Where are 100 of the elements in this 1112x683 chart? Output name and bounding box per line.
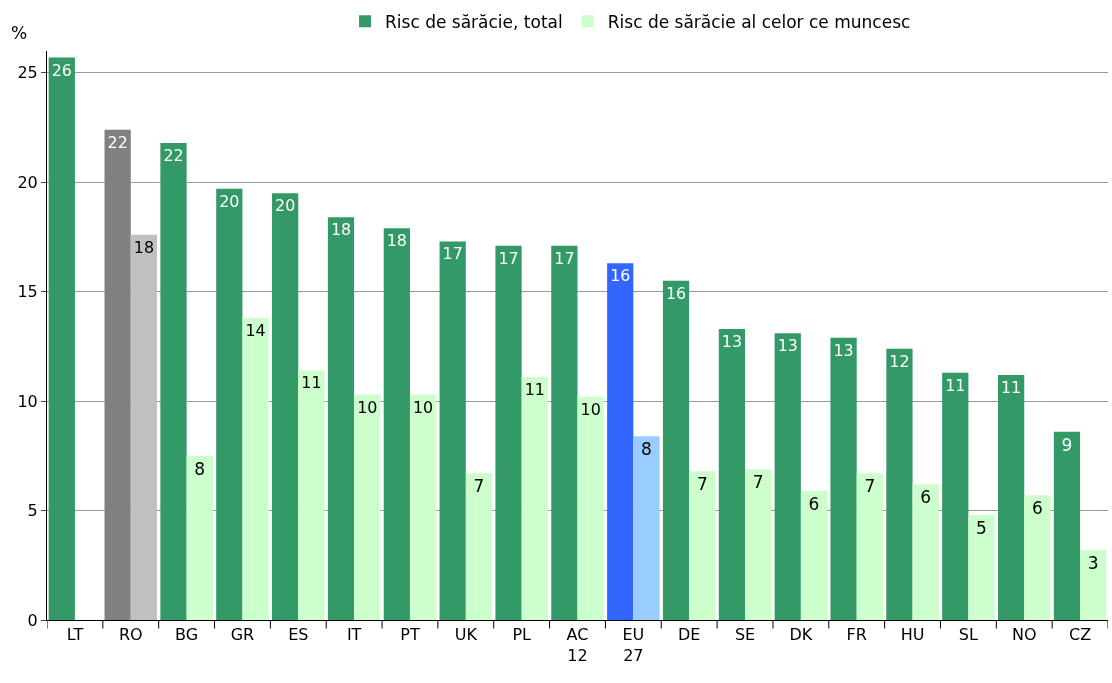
data-label: 10	[580, 399, 601, 419]
data-label: 14	[245, 320, 266, 340]
x-tick-label: NO	[1011, 625, 1037, 645]
x-tick-label: ES	[288, 625, 309, 645]
bar	[298, 370, 325, 620]
data-label: 6	[1031, 498, 1043, 519]
bar	[272, 193, 299, 620]
x-tick-label: SE	[734, 625, 756, 645]
bar	[607, 263, 634, 620]
legend-label: Risc de sărăcie al celor ce muncesc	[607, 11, 911, 32]
bar	[577, 396, 604, 620]
bar	[354, 394, 381, 620]
data-label: 22	[107, 132, 128, 152]
data-label: 9	[1061, 434, 1073, 455]
data-label: 11	[524, 380, 545, 400]
bar	[383, 228, 410, 620]
data-label: 7	[473, 476, 485, 497]
data-label: 10	[412, 397, 434, 417]
data-label: 12	[889, 351, 910, 371]
bar	[551, 245, 578, 620]
data-label: 8	[641, 439, 652, 460]
bar	[465, 473, 493, 620]
y-tick-label: 5	[27, 501, 38, 521]
data-label: 7	[696, 474, 708, 495]
data-label: 6	[808, 493, 820, 514]
x-tick-label: EU 27	[622, 625, 645, 665]
bar	[521, 377, 548, 620]
data-label: 20	[219, 191, 240, 211]
bar	[186, 455, 213, 620]
x-tick-label: AC 12	[566, 625, 589, 665]
bar	[997, 374, 1025, 620]
x-tick-label: DE	[677, 625, 701, 645]
data-label: 10	[357, 397, 378, 417]
data-label: 11	[301, 373, 322, 393]
bar	[130, 234, 158, 620]
y-tick-label: 10	[17, 391, 38, 411]
data-label: 26	[51, 60, 72, 80]
bar	[1053, 431, 1081, 620]
bar	[856, 473, 883, 620]
bar	[800, 490, 828, 620]
y-tick-label: 20	[17, 172, 38, 192]
bar	[327, 217, 355, 620]
data-label: 17	[554, 248, 575, 268]
data-label: 18	[133, 237, 154, 257]
x-tick-label: PL	[512, 625, 532, 645]
bar	[160, 142, 187, 620]
bar	[1024, 495, 1051, 620]
bar	[495, 245, 522, 620]
data-label: 5	[976, 517, 987, 538]
data-label: 17	[498, 248, 519, 268]
data-label: 3	[1087, 552, 1099, 573]
x-tick-label: DK	[789, 625, 813, 645]
x-tick-label: LT	[66, 625, 84, 645]
x-tick-label: IT	[346, 625, 362, 645]
bar	[633, 436, 660, 620]
bar	[912, 484, 939, 620]
y-tick-label: 0	[27, 610, 38, 630]
x-tick-label: CZ	[1069, 625, 1092, 645]
bar	[48, 57, 75, 620]
data-label: 20	[275, 196, 296, 216]
bar	[409, 394, 437, 620]
bar	[968, 514, 995, 620]
data-label: 13	[777, 336, 798, 356]
bar	[662, 280, 690, 620]
bar	[942, 372, 969, 620]
x-tick-label: GR	[230, 625, 255, 645]
bar	[745, 469, 772, 620]
data-label: 13	[721, 331, 743, 351]
bar	[718, 328, 746, 620]
bar	[439, 241, 466, 620]
y-tick-label: 15	[17, 282, 38, 302]
x-tick-label: PT	[400, 625, 420, 645]
x-tick-label: RO	[118, 625, 143, 645]
data-label: 7	[864, 476, 876, 497]
data-label: 11	[945, 375, 966, 395]
data-label: 7	[752, 472, 764, 492]
data-label: 13	[833, 340, 854, 360]
x-tick-label: FR	[846, 625, 867, 645]
data-label: 18	[330, 220, 352, 240]
legend-label: Risc de sărăcie, total	[385, 11, 563, 32]
y-tick-label: 25	[17, 63, 38, 83]
data-label: 16	[665, 283, 687, 303]
bar	[216, 188, 243, 620]
data-label: 11	[1001, 377, 1022, 397]
bar	[242, 317, 269, 620]
bar	[774, 333, 801, 620]
data-label: 8	[194, 458, 206, 479]
x-tick-label: BG	[175, 625, 199, 645]
bar	[104, 129, 131, 620]
x-tick-label: SL	[958, 625, 979, 645]
data-label: 22	[163, 145, 184, 165]
bar	[1080, 549, 1107, 620]
x-tick-label: UK	[454, 625, 478, 645]
data-label: 18	[386, 231, 407, 251]
data-label: 16	[610, 266, 631, 286]
x-tick-label: HU	[900, 625, 925, 645]
bar	[886, 348, 913, 620]
bar	[689, 471, 716, 620]
data-label: 17	[442, 244, 463, 264]
y-axis-title: %	[11, 23, 28, 43]
